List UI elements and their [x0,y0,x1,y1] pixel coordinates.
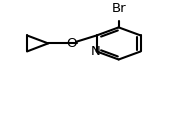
Text: N: N [90,45,100,58]
Text: O: O [66,37,76,50]
Text: Br: Br [111,2,126,15]
